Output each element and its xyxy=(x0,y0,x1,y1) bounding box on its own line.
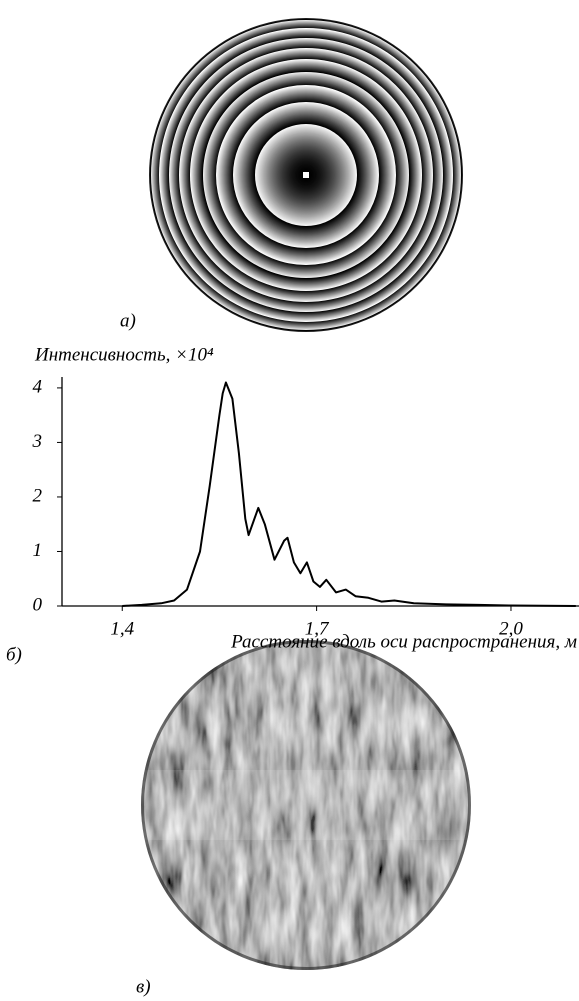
x-tick-label: 1,7 xyxy=(305,618,330,639)
y-tick-label: 2 xyxy=(33,485,43,506)
x-tick-label: 1,4 xyxy=(110,618,134,639)
x-tick-label: 2,0 xyxy=(499,618,523,639)
y-axis-label: Интенсивность, ×10⁴ xyxy=(34,344,214,365)
noise xyxy=(141,640,471,970)
y-tick-label: 1 xyxy=(33,540,43,561)
y-tick-label: 4 xyxy=(33,376,43,397)
zone-plate xyxy=(149,18,463,332)
center-dot xyxy=(303,172,309,178)
panel-label: в) xyxy=(136,976,151,997)
panel-label: а) xyxy=(120,310,136,331)
line xyxy=(122,381,576,607)
band xyxy=(141,770,471,840)
x-axis-label: Расстояние вдоль оси распространения, м xyxy=(230,631,577,652)
y-tick-label: 3 xyxy=(32,431,43,452)
speckle-image xyxy=(141,640,471,970)
y-tick-label: 0 xyxy=(33,594,43,615)
band xyxy=(270,640,340,970)
panel-label: б) xyxy=(6,644,22,665)
